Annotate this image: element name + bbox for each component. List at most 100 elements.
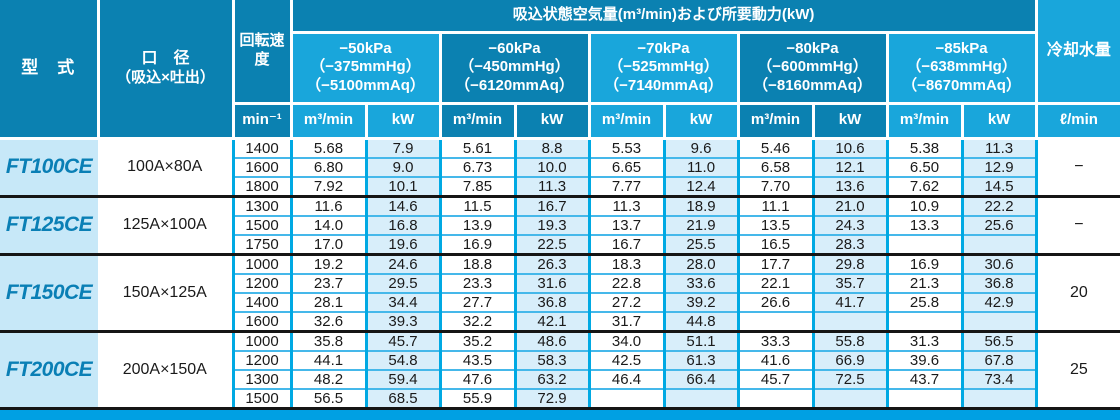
flow-value: 14.0	[291, 214, 368, 235]
power-value: 9.6	[664, 137, 740, 158]
flow-unit-header: m³/min	[885, 101, 964, 140]
pressure-kpa: −60kPa	[488, 40, 541, 58]
power-value: 67.8	[962, 349, 1038, 370]
pressure-mmaq: （−7140mmAq）	[604, 76, 723, 94]
power-value: 56.5	[962, 330, 1038, 351]
flow-value: 13.9	[440, 214, 517, 235]
power-value: 45.7	[366, 330, 442, 351]
power-unit-header: kW	[811, 101, 889, 140]
flow-value	[887, 233, 964, 256]
flow-value: 16.9	[440, 233, 517, 256]
flow-value: 56.5	[291, 387, 368, 410]
power-value: 66.4	[664, 368, 740, 389]
power-value: 24.3	[813, 214, 889, 235]
power-value	[962, 310, 1038, 333]
flow-unit-header: m³/min	[736, 101, 815, 140]
power-value: 10.1	[366, 175, 442, 198]
table-row: 1400 28.1 34.4 27.7 36.8 27.2 39.2 26.6 41.7 25.8…	[0, 291, 1120, 312]
flow-value: 7.70	[738, 175, 815, 198]
flow-value: 17.0	[291, 233, 368, 256]
table-row: 1200 44.1 54.8 43.5 58.3 42.5 61.3 41.6 66.9 39.6…	[0, 349, 1120, 370]
table-row: 1600 32.6 39.3 32.2 42.1 31.7 44.8	[0, 310, 1120, 333]
flow-value: 13.3	[887, 214, 964, 235]
cooling-column-header: 冷却水量	[1034, 0, 1120, 105]
power-value	[962, 387, 1038, 410]
bottom-accent-bar	[0, 409, 1120, 420]
power-unit-header: kW	[364, 101, 442, 140]
flow-value: 46.4	[589, 368, 666, 389]
flow-value: 45.7	[738, 368, 815, 389]
power-value: 42.9	[962, 291, 1038, 312]
power-value: 63.2	[515, 368, 591, 389]
pressure-header-70kpa: −70kPa （−525mmHg） （−7140mmAq）	[587, 30, 740, 105]
speed-value: 1300	[231, 195, 293, 216]
pressure-header-85kpa: −85kPa （−638mmHg） （−8670mmAq）	[885, 30, 1038, 105]
power-value: 61.3	[664, 349, 740, 370]
speed-value: 1800	[231, 175, 293, 198]
power-value: 22.2	[962, 195, 1038, 216]
flow-value: 22.8	[589, 272, 666, 293]
flow-value: 5.68	[291, 137, 368, 158]
header-row-title: 型 式 口 径 （吸込×吐出） 回転速度 吸込状態空気量(m³/min)および所…	[0, 0, 1120, 140]
power-value: 59.4	[366, 368, 442, 389]
power-value: 28.3	[813, 233, 889, 256]
table-row: 1600 6.80 9.0 6.73 10.0 6.65 11.0 6.58 12.1 6.50 1…	[0, 156, 1120, 177]
power-value: 48.6	[515, 330, 591, 351]
pressure-mmaq: （−8160mmAq）	[753, 76, 872, 94]
power-value: 36.8	[962, 272, 1038, 293]
flow-value: 21.3	[887, 272, 964, 293]
cooling-value: 25	[1034, 331, 1120, 410]
flow-value: 7.62	[887, 175, 964, 198]
flow-value: 11.5	[440, 195, 517, 216]
flow-value: 7.85	[440, 175, 517, 198]
flow-value: 13.7	[589, 214, 666, 235]
power-value: 14.6	[366, 195, 442, 216]
model-name: FT100CE	[0, 138, 98, 198]
power-value: 21.0	[813, 195, 889, 216]
flow-value: 6.80	[291, 156, 368, 177]
power-value: 33.6	[664, 272, 740, 293]
table-row: 1200 23.7 29.5 23.3 31.6 22.8 33.6 22.1 35.7 21.3…	[0, 272, 1120, 293]
flow-unit-header: m³/min	[289, 101, 368, 140]
flow-value: 11.1	[738, 195, 815, 216]
power-value: 16.7	[515, 195, 591, 216]
speed-value: 1500	[231, 387, 293, 410]
flow-value: 44.1	[291, 349, 368, 370]
power-value: 11.3	[962, 137, 1038, 158]
flow-value: 6.58	[738, 156, 815, 177]
power-unit-header: kW	[662, 101, 740, 140]
cooling-value: 20	[1034, 254, 1120, 333]
flow-value: 5.46	[738, 137, 815, 158]
power-value: 11.0	[664, 156, 740, 177]
speed-value: 1200	[231, 349, 293, 370]
pressure-mmaq: （−6120mmAq）	[455, 76, 574, 94]
flow-value: 39.6	[887, 349, 964, 370]
flow-value	[589, 387, 666, 410]
pressure-mmaq: （−8670mmAq）	[902, 76, 1021, 94]
cooling-unit-header: ℓ/min	[1034, 101, 1120, 140]
power-value: 68.5	[366, 387, 442, 410]
flow-value: 48.2	[291, 368, 368, 389]
bore-size: 125A×100A	[98, 196, 233, 256]
flow-value: 18.3	[589, 253, 666, 274]
pressure-mmhg: （−600mmHg）	[757, 58, 868, 76]
power-value: 12.4	[664, 175, 740, 198]
pressure-mmhg: （−450mmHg）	[459, 58, 570, 76]
power-value: 44.8	[664, 310, 740, 333]
power-value: 29.8	[813, 253, 889, 274]
pressure-kpa: −50kPa	[339, 40, 392, 58]
power-value: 51.1	[664, 330, 740, 351]
flow-value: 31.3	[887, 330, 964, 351]
flow-value: 5.61	[440, 137, 517, 158]
flow-value: 16.9	[887, 253, 964, 274]
pressure-header-60kpa: −60kPa （−450mmHg） （−6120mmAq）	[438, 30, 591, 105]
table-row: FT125CE 125A×100A 1300 11.6 14.6 11.5 16.7 11.3…	[0, 195, 1120, 256]
speed-value: 1400	[231, 291, 293, 312]
power-value: 54.8	[366, 349, 442, 370]
flow-value: 32.6	[291, 310, 368, 333]
power-value: 9.0	[366, 156, 442, 177]
table-row: 1800 7.92 10.1 7.85 11.3 7.77 12.4 7.70 13.6 7.62…	[0, 175, 1120, 198]
speed-value: 1200	[231, 272, 293, 293]
power-value: 19.3	[515, 214, 591, 235]
flow-value: 31.7	[589, 310, 666, 333]
